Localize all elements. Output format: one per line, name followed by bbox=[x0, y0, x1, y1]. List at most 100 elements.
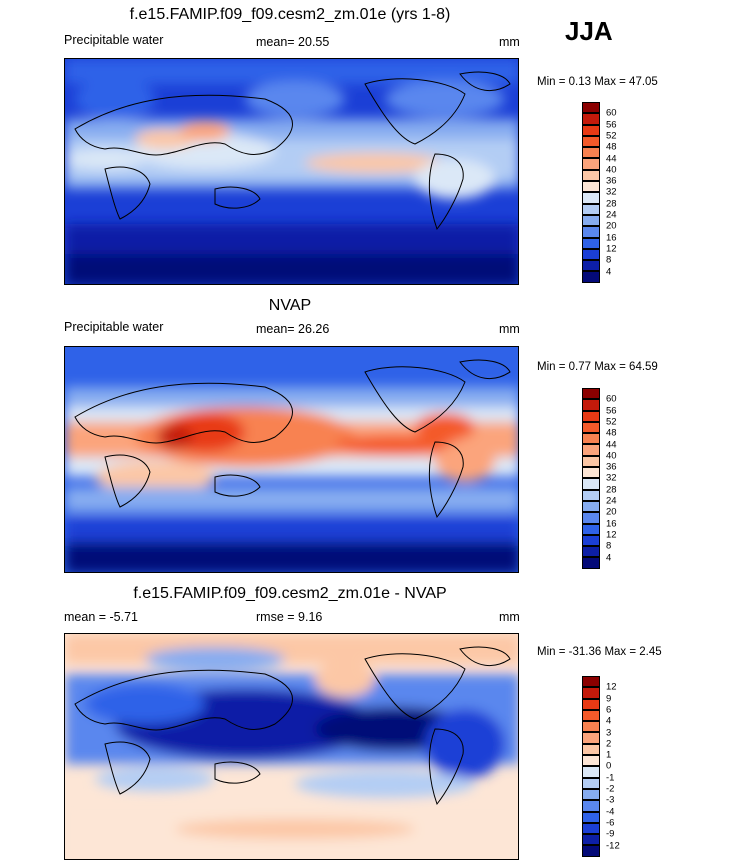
colorbar-segment bbox=[582, 822, 600, 835]
colorbar-tick-label: 24 bbox=[606, 209, 617, 221]
colorbar-segment bbox=[582, 102, 600, 114]
colorbar-tick-label: 9 bbox=[606, 693, 612, 705]
colorbar-tick-label: 40 bbox=[606, 450, 617, 462]
panel-2-map bbox=[64, 346, 519, 573]
colorbar-tick-label: 12 bbox=[606, 243, 617, 255]
colorbar-tick-label: 8 bbox=[606, 254, 612, 266]
colorbar-tick-label: 1 bbox=[606, 749, 612, 761]
colorbar-segment bbox=[582, 192, 600, 204]
panel-1-colorbar bbox=[582, 102, 600, 283]
colorbar-tick-label: 48 bbox=[606, 141, 617, 153]
colorbar-segment bbox=[582, 271, 600, 283]
colorbar-tick-label: 44 bbox=[606, 439, 617, 450]
panel-3-units: mm bbox=[499, 610, 520, 624]
colorbar-segment bbox=[582, 260, 600, 272]
colorbar-tick-label: 24 bbox=[606, 495, 617, 507]
colorbar-segment bbox=[582, 135, 600, 148]
colorbar-segment bbox=[582, 676, 600, 688]
panel-2-minmax: Min = 0.77 Max = 64.59 bbox=[537, 361, 658, 373]
colorbar-tick-label: 0 bbox=[606, 760, 612, 772]
colorbar-tick-label: 4 bbox=[606, 266, 612, 277]
panel-2-mean: mean= 26.26 bbox=[256, 322, 330, 336]
colorbar-tick-label: 8 bbox=[606, 540, 612, 552]
colorbar-tick-label: -12 bbox=[606, 840, 620, 851]
colorbar-segment bbox=[582, 433, 600, 445]
panel-3-map bbox=[64, 633, 519, 860]
colorbar-tick-label: -3 bbox=[606, 794, 615, 806]
colorbar-segment bbox=[582, 248, 600, 261]
panel-3-colorbar bbox=[582, 676, 600, 857]
colorbar-segment bbox=[582, 214, 600, 227]
colorbar-tick-label: 4 bbox=[606, 552, 612, 563]
colorbar-segment bbox=[582, 147, 600, 159]
colorbar-tick-label: 16 bbox=[606, 518, 617, 530]
colorbar-tick-label: -9 bbox=[606, 828, 615, 840]
colorbar-tick-label: 16 bbox=[606, 232, 617, 244]
colorbar-segment bbox=[582, 557, 600, 569]
colorbar-tick-label: 4 bbox=[606, 715, 612, 727]
colorbar-tick-label: 48 bbox=[606, 427, 617, 439]
colorbar-tick-label: -2 bbox=[606, 783, 615, 795]
colorbar-segment bbox=[582, 834, 600, 846]
colorbar-tick-label: 6 bbox=[606, 704, 612, 716]
season-label: JJA bbox=[565, 16, 613, 46]
colorbar-segment bbox=[582, 534, 600, 547]
colorbar-segment bbox=[582, 203, 600, 215]
colorbar-tick-label: 28 bbox=[606, 484, 617, 496]
colorbar-segment bbox=[582, 500, 600, 513]
colorbar-segment bbox=[582, 743, 600, 756]
panel-2-colorbar bbox=[582, 388, 600, 569]
colorbar-segment bbox=[582, 388, 600, 400]
colorbar-tick-label: -1 bbox=[606, 772, 615, 784]
colorbar-tick-label: 12 bbox=[606, 529, 617, 541]
colorbar-segment bbox=[582, 444, 600, 456]
colorbar-segment bbox=[582, 811, 600, 823]
panel-1-units: mm bbox=[499, 35, 520, 49]
colorbar-segment bbox=[582, 512, 600, 524]
colorbar-segment bbox=[582, 124, 600, 136]
colorbar-tick-label: -6 bbox=[606, 817, 615, 829]
colorbar-tick-label: 44 bbox=[606, 153, 617, 164]
colorbar-segment bbox=[582, 467, 600, 479]
colorbar-tick-label: 56 bbox=[606, 405, 617, 417]
colorbar-tick-label: 60 bbox=[606, 107, 617, 119]
panel-1-map bbox=[64, 58, 519, 285]
panel-3-rmse: rmse = 9.16 bbox=[256, 610, 323, 624]
panel-2-units: mm bbox=[499, 322, 520, 336]
colorbar-segment bbox=[582, 777, 600, 789]
colorbar-segment bbox=[582, 169, 600, 182]
colorbar-segment bbox=[582, 455, 600, 468]
colorbar-tick-label: 12 bbox=[606, 681, 617, 693]
colorbar-tick-label: 20 bbox=[606, 220, 617, 232]
colorbar-segment bbox=[582, 113, 600, 125]
colorbar-tick-label: 36 bbox=[606, 461, 617, 473]
colorbar-segment bbox=[582, 523, 600, 535]
colorbar-segment bbox=[582, 158, 600, 170]
colorbar-segment bbox=[582, 721, 600, 733]
colorbar-tick-label: 20 bbox=[606, 506, 617, 518]
colorbar-tick-label: 28 bbox=[606, 198, 617, 210]
colorbar-segment bbox=[582, 181, 600, 193]
colorbar-segment bbox=[582, 421, 600, 434]
colorbar-segment bbox=[582, 709, 600, 722]
colorbar-tick-label: 36 bbox=[606, 175, 617, 187]
colorbar-tick-label: 52 bbox=[606, 416, 617, 428]
colorbar-segment bbox=[582, 489, 600, 501]
panel-3-minmax: Min = -31.36 Max = 2.45 bbox=[537, 646, 662, 658]
colorbar-tick-label: 52 bbox=[606, 130, 617, 142]
panel-1-minmax: Min = 0.13 Max = 47.05 bbox=[537, 76, 658, 88]
colorbar-segment bbox=[582, 800, 600, 812]
colorbar-tick-label: 60 bbox=[606, 393, 617, 405]
colorbar-segment bbox=[582, 237, 600, 249]
panel-1-mean: mean= 20.55 bbox=[256, 35, 330, 49]
colorbar-tick-label: 56 bbox=[606, 119, 617, 131]
colorbar-segment bbox=[582, 546, 600, 558]
colorbar-tick-label: 32 bbox=[606, 472, 617, 484]
colorbar-tick-label: 40 bbox=[606, 164, 617, 176]
colorbar-segment bbox=[582, 732, 600, 744]
colorbar-segment bbox=[582, 478, 600, 490]
panel-1-title: f.e15.FAMIP.f09_f09.cesm2_zm.01e (yrs 1-… bbox=[129, 6, 451, 23]
colorbar-tick-label: 32 bbox=[606, 186, 617, 198]
colorbar-segment bbox=[582, 766, 600, 778]
colorbar-segment bbox=[582, 226, 600, 238]
